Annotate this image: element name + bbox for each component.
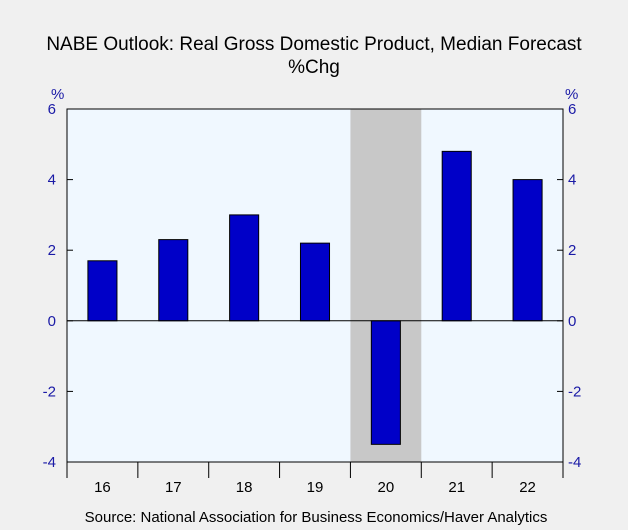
bar-20: [370, 320, 401, 445]
bars-layer: [87, 150, 543, 445]
axis-layer: -4 -4-2 -20 02 24 46 616 17 18 19 20 21 22: [43, 101, 582, 496]
bar-19: [299, 242, 331, 322]
y-tick-label-left: 2: [48, 242, 56, 259]
x-tick-label: 22: [519, 479, 536, 496]
y-tick-label-left: -4: [43, 454, 56, 471]
y-tick-label-left: 0: [48, 313, 56, 330]
bar-22: [512, 179, 543, 322]
y-unit-right: %: [565, 86, 578, 103]
x-tick-label: 18: [236, 479, 253, 496]
x-tick-label: 20: [378, 479, 395, 496]
y-tick-label-right: 6: [568, 101, 576, 118]
chart-subtitle: %Chg: [288, 57, 340, 78]
plot-frame: [66, 108, 564, 463]
bar-18: [229, 214, 260, 322]
x-tick-label: 16: [94, 479, 111, 496]
bar-21: [441, 150, 472, 322]
y-tick-label-left: -2: [43, 383, 56, 400]
y-tick-label-right: 4: [568, 172, 576, 189]
y-tick-label-right: -2: [568, 383, 581, 400]
x-tick-label: 17: [165, 479, 182, 496]
y-tick-label-right: 2: [568, 242, 576, 259]
y-tick-label-left: 6: [48, 101, 56, 118]
y-tick-label-left: 4: [48, 172, 56, 189]
y-unit-left: %: [51, 86, 64, 103]
y-tick-label-right: -4: [568, 454, 581, 471]
bar-17: [158, 239, 189, 322]
y-tick-label-right: 0: [568, 313, 576, 330]
bar-16: [87, 260, 118, 322]
x-tick-label: 21: [448, 479, 465, 496]
x-tick-label: 19: [307, 479, 324, 496]
source-note: Source: National Association for Busines…: [85, 509, 548, 526]
chart-title: NABE Outlook: Real Gross Domestic Produc…: [46, 34, 582, 55]
